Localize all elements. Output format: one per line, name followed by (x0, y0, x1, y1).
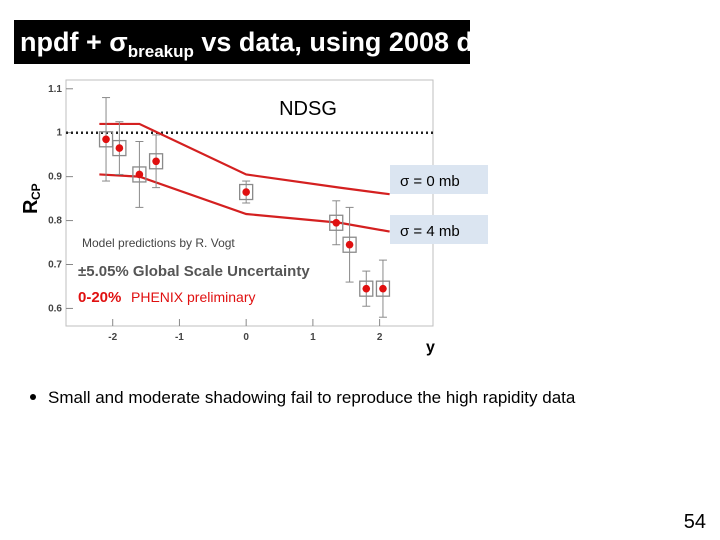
data-point (362, 284, 371, 293)
systematic-box (375, 280, 391, 297)
data-point (345, 240, 354, 249)
y-tick-label: 0.9 (48, 172, 62, 183)
data-point (152, 157, 160, 166)
data-point (102, 135, 110, 144)
x-tick-label: -1 (175, 332, 184, 343)
y-tick-label: 0.6 (48, 303, 62, 314)
systematic-box (359, 280, 374, 297)
data-point (115, 144, 124, 152)
data-point (332, 218, 341, 227)
slide-title: npdf + σbreakup vs data, using 2008 data… (14, 20, 470, 64)
band-label-box-0 (390, 165, 488, 194)
y-tick-label: 1.1 (48, 84, 62, 95)
y-tick-label: 0.7 (48, 260, 62, 271)
y-tick-label: 1 (56, 128, 62, 139)
x-tick-label: 1 (310, 332, 316, 343)
systematic-box (98, 131, 114, 148)
systematic-box (132, 166, 147, 183)
annotation-model-predictions: Model predictions by R. Vogt (82, 236, 235, 250)
band-label-0: σ = 0 mb (400, 173, 460, 190)
chart-title-box (268, 88, 348, 126)
systematic-box (329, 214, 344, 231)
band-label-1: σ = 4 mb (400, 223, 460, 240)
title-sigma: σ (109, 27, 128, 57)
annotation-global-scale: ±5.05% Global Scale Uncertainty (78, 263, 310, 280)
title-main: npdf + (20, 27, 110, 57)
bullet-point: Small and moderate shadowing fail to rep… (30, 388, 575, 408)
x-tick-label: -2 (108, 332, 117, 343)
systematic-box (342, 236, 357, 253)
bullet-dot-icon (30, 393, 36, 400)
ylabel-main: R (20, 199, 42, 214)
x-tick-label: 0 (243, 332, 249, 343)
x-tick-label: 2 (377, 332, 383, 343)
y-tick-label: 0.8 (48, 216, 62, 227)
annotation-phenix-preliminary: PHENIX preliminary (131, 289, 255, 305)
model-curve-0 (99, 122, 390, 196)
data-point (135, 170, 144, 179)
ylabel-sub: CP (29, 183, 43, 200)
page-number: 54 (683, 511, 706, 533)
systematic-box (112, 139, 127, 157)
bullet-text: Small and moderate shadowing fail to rep… (48, 388, 576, 407)
data-point (242, 188, 250, 196)
band-label-box-1 (390, 215, 488, 244)
title-rest: vs data, using 2008 data set (201, 27, 470, 57)
xlabel: y (426, 339, 435, 356)
title-subscript: breakup (127, 42, 194, 61)
systematic-box (148, 153, 164, 170)
systematic-box (239, 183, 254, 201)
model-curve-1 (99, 173, 390, 233)
data-point (379, 284, 387, 293)
chart-title: NDSG (279, 98, 337, 120)
annotation-centrality: 0-20% (78, 289, 121, 306)
